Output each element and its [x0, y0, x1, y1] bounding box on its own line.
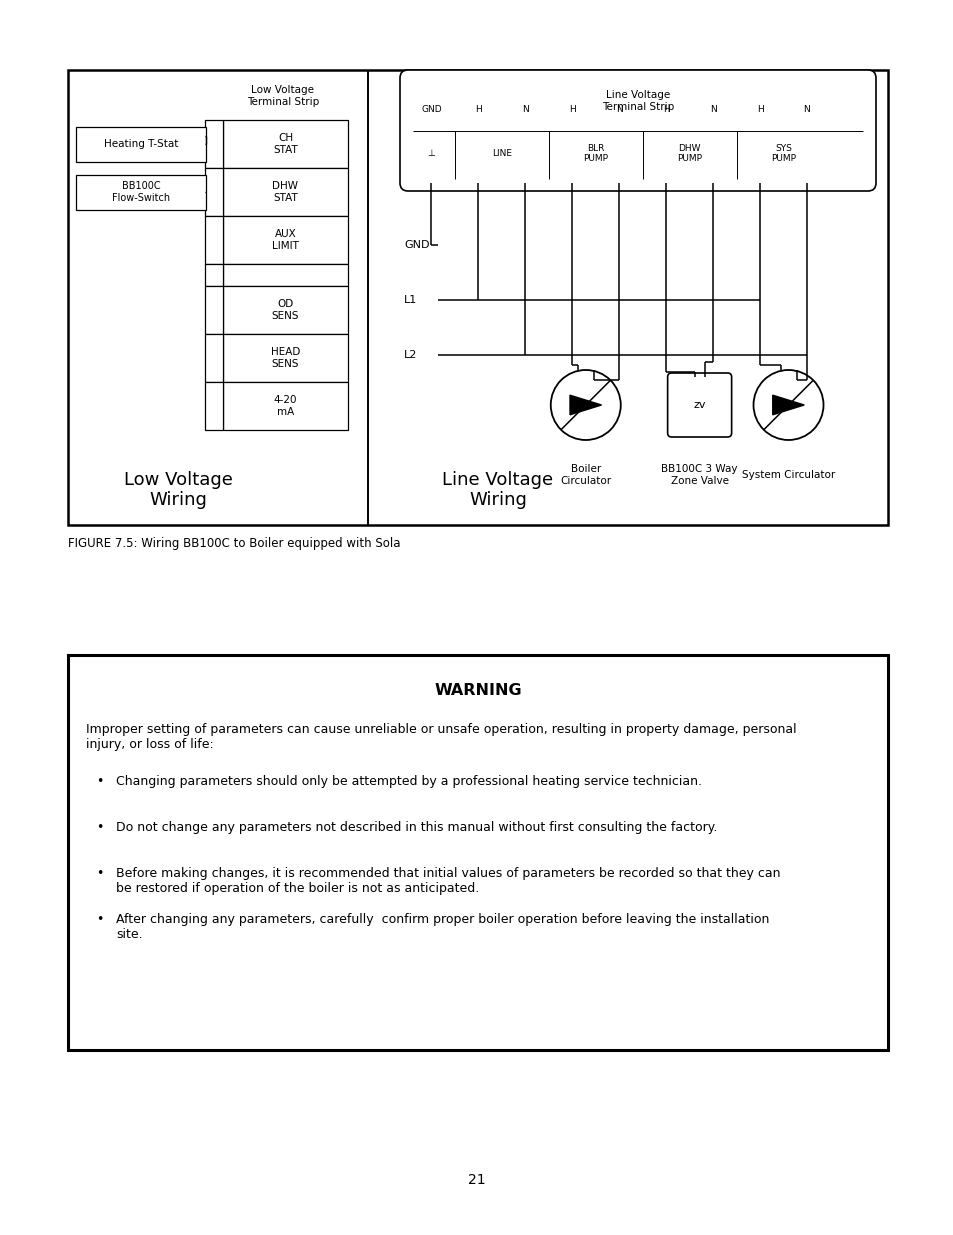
Bar [223, 168, 348, 216]
Text: GND: GND [420, 105, 441, 114]
Text: •: • [96, 821, 103, 834]
Bar [223, 264, 348, 287]
Text: SYS
PUMP: SYS PUMP [770, 144, 795, 163]
Text: WARNING: WARNING [434, 683, 521, 698]
Text: H: H [662, 105, 669, 114]
Bar [76, 126, 206, 162]
Bar [205, 333, 223, 382]
Text: H: H [568, 105, 575, 114]
FancyBboxPatch shape [399, 70, 875, 191]
Bar [205, 120, 223, 168]
Text: BB100C 3 Way
Zone Valve: BB100C 3 Way Zone Valve [660, 464, 737, 485]
FancyBboxPatch shape [667, 373, 731, 437]
Text: Line Voltage
Terminal Strip: Line Voltage Terminal Strip [601, 90, 674, 111]
Text: HEAD
SENS: HEAD SENS [271, 347, 300, 369]
Text: N: N [521, 105, 528, 114]
Text: N: N [616, 105, 622, 114]
Text: System Circulator: System Circulator [741, 471, 834, 480]
Text: DHW
PUMP: DHW PUMP [677, 144, 701, 163]
Text: Line Voltage
Wiring: Line Voltage Wiring [442, 471, 553, 509]
Bar [223, 216, 348, 264]
Bar [223, 287, 348, 333]
Polygon shape [772, 395, 803, 415]
Text: Improper setting of parameters can cause unreliable or unsafe operation, resulti: Improper setting of parameters can cause… [86, 722, 796, 751]
Text: BB100C
Flow-Switch: BB100C Flow-Switch [112, 182, 170, 203]
Text: •: • [96, 867, 103, 881]
Text: Before making changes, it is recommended that initial values of parameters be re: Before making changes, it is recommended… [116, 867, 780, 895]
Text: Heating T-Stat: Heating T-Stat [104, 140, 178, 149]
Text: AUX
LIMIT: AUX LIMIT [272, 230, 298, 251]
Text: zv: zv [693, 400, 705, 410]
Text: LINE: LINE [492, 149, 512, 158]
Bar [205, 264, 223, 287]
Text: Low Voltage
Terminal Strip: Low Voltage Terminal Strip [247, 85, 319, 106]
Text: H: H [475, 105, 481, 114]
Text: Low Voltage
Wiring: Low Voltage Wiring [124, 471, 233, 509]
Text: BLR
PUMP: BLR PUMP [582, 144, 608, 163]
Bar [223, 382, 348, 430]
Bar [205, 216, 223, 264]
Bar [68, 655, 887, 1050]
Text: After changing any parameters, carefully  confirm proper boiler operation before: After changing any parameters, carefully… [116, 913, 768, 941]
Text: •: • [96, 913, 103, 926]
Text: Changing parameters should only be attempted by a professional heating service t: Changing parameters should only be attem… [116, 776, 701, 788]
Text: L1: L1 [403, 295, 416, 305]
Polygon shape [569, 395, 601, 415]
Bar [205, 168, 223, 216]
Text: ⊥: ⊥ [427, 149, 435, 158]
Text: FIGURE 7.5: Wiring BB100C to Boiler equipped with Sola: FIGURE 7.5: Wiring BB100C to Boiler equi… [68, 537, 400, 550]
Text: 4-20
mA: 4-20 mA [274, 395, 297, 416]
Text: OD
SENS: OD SENS [272, 299, 299, 321]
Text: Do not change any parameters not described in this manual without first consulti: Do not change any parameters not describ… [116, 821, 717, 834]
Text: •: • [96, 776, 103, 788]
Text: L2: L2 [403, 350, 416, 359]
Text: N: N [709, 105, 716, 114]
Bar [205, 382, 223, 430]
Bar [68, 70, 887, 525]
Text: H: H [756, 105, 762, 114]
Bar [205, 287, 223, 333]
Text: DHW
STAT: DHW STAT [273, 182, 298, 203]
Bar [76, 174, 206, 210]
Text: GND: GND [403, 240, 429, 249]
Text: 21: 21 [468, 1173, 485, 1187]
Bar [223, 120, 348, 168]
Text: N: N [802, 105, 809, 114]
Text: Boiler
Circulator: Boiler Circulator [559, 464, 611, 485]
Bar [223, 333, 348, 382]
Text: CH
STAT: CH STAT [273, 133, 297, 154]
